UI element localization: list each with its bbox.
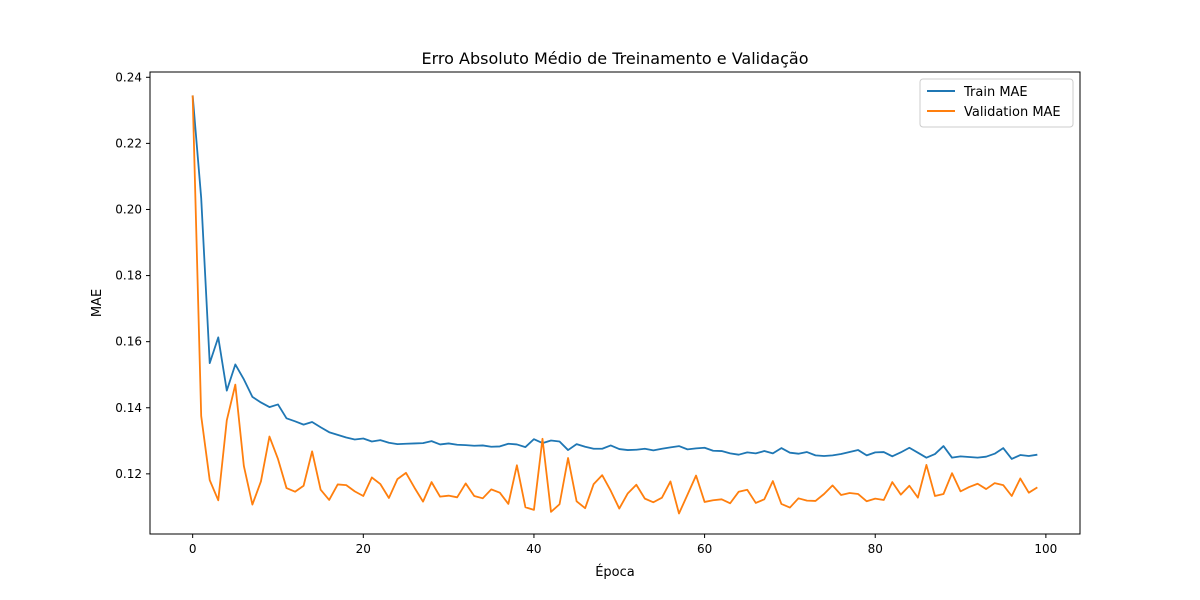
axes-frame — [149, 71, 1081, 535]
chart-title: Erro Absoluto Médio de Treinamento e Val… — [422, 49, 809, 68]
y-tick-label: 0.20 — [115, 202, 142, 216]
x-tick-label: 100 — [1034, 542, 1057, 556]
legend-box — [919, 78, 1074, 128]
y-tick-label: 0.12 — [115, 467, 142, 481]
series-layer — [191, 95, 1038, 515]
x-axis-label: Época — [595, 564, 635, 580]
legend-label-validation: Validation MAE — [964, 105, 1061, 120]
x-tick-label: 0 — [189, 542, 197, 556]
x-tick-label: 20 — [356, 542, 371, 556]
legend: Train MAE Validation MAE — [919, 78, 1074, 128]
x-axis: 0 20 40 60 80 100 — [189, 534, 1057, 556]
x-tick-label: 60 — [697, 542, 712, 556]
y-tick-label: 0.16 — [115, 335, 142, 349]
y-tick-label: 0.22 — [115, 136, 142, 150]
legend-label-train: Train MAE — [963, 85, 1028, 100]
x-tick-label: 40 — [526, 542, 541, 556]
series-line-validation-mae — [191, 95, 1038, 515]
series-line-train-mae — [191, 95, 1038, 460]
plot-area: 0 20 40 60 80 100 0.12 0.14 0.16 0.18 0.20 0.22 0.2… — [115, 70, 1081, 556]
y-axis-label: MAE — [90, 289, 105, 317]
y-axis: 0.12 0.14 0.16 0.18 0.20 0.22 0.24 — [115, 70, 150, 481]
x-tick-label: 80 — [868, 542, 883, 556]
y-tick-label: 0.14 — [115, 401, 142, 415]
y-tick-label: 0.24 — [115, 70, 142, 84]
y-tick-label: 0.18 — [115, 269, 142, 283]
